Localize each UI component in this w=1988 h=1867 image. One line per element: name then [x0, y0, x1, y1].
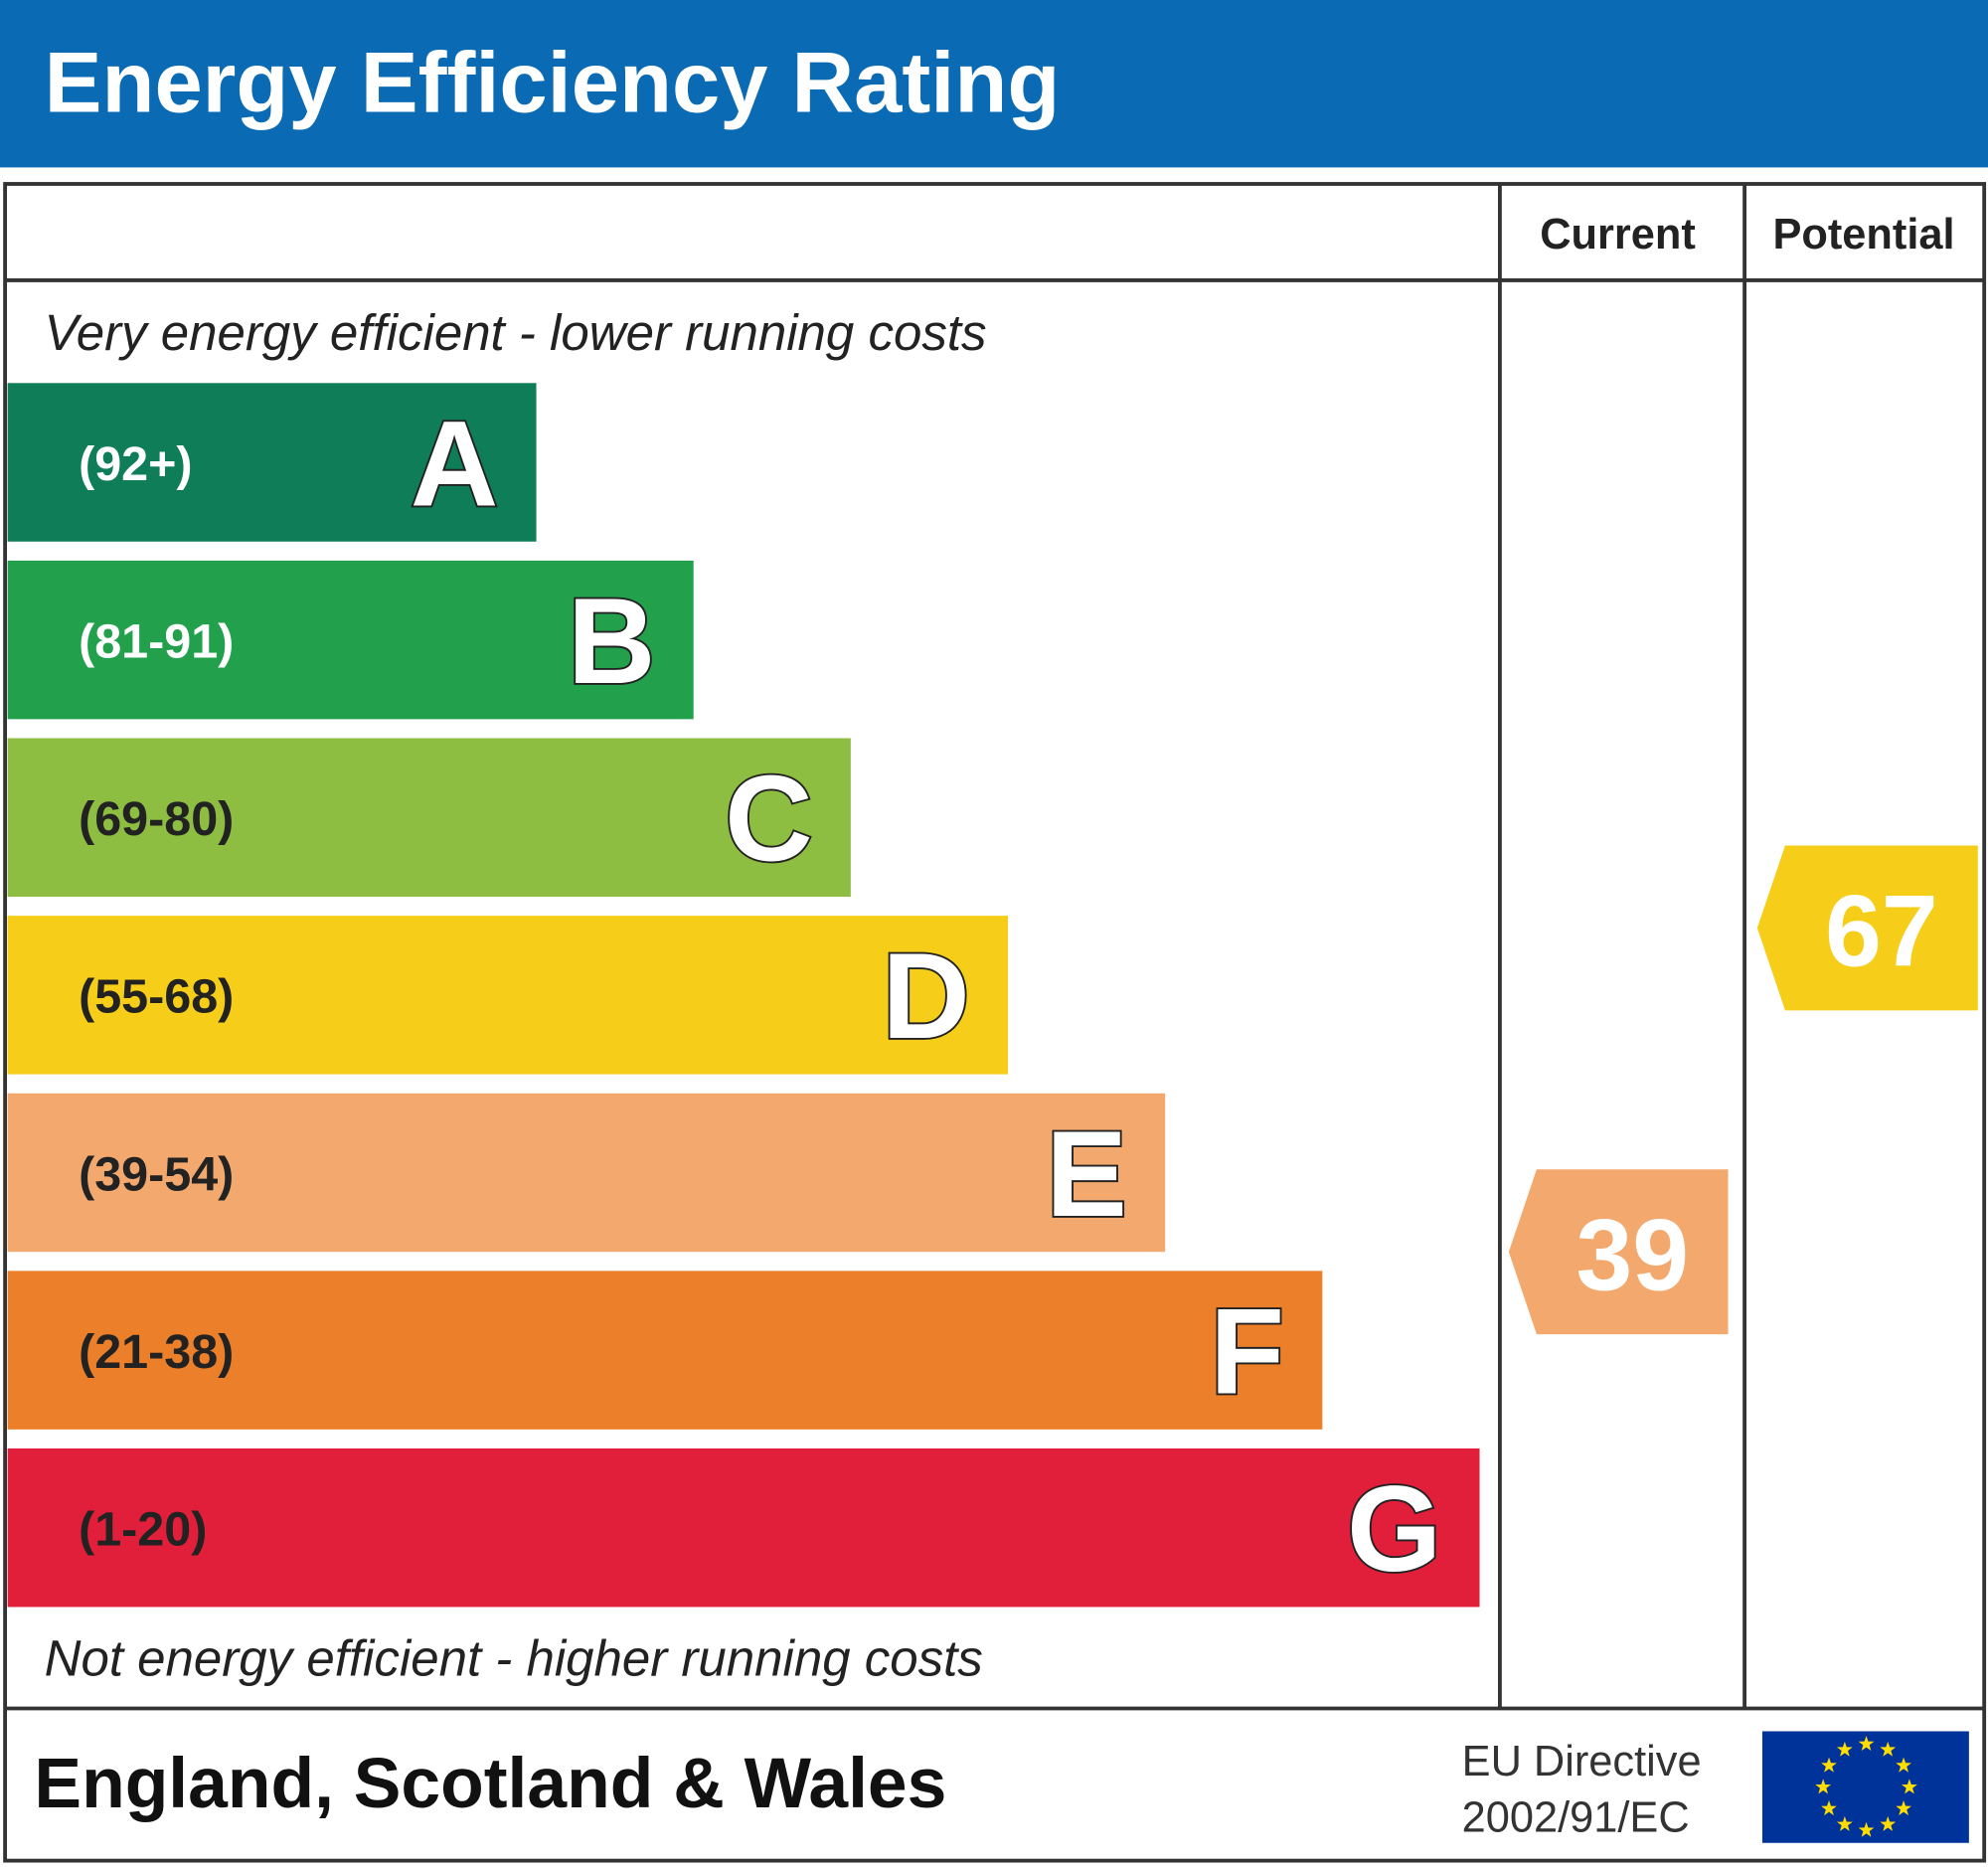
rating-value: 39: [1575, 1198, 1689, 1311]
rating-value: 67: [1825, 875, 1938, 988]
header-bar: [0, 0, 1988, 168]
directive: EU Directive: [1462, 1738, 1702, 1785]
eu-star: [1815, 1779, 1832, 1794]
eu-star: [1858, 1735, 1875, 1752]
band: [7, 1271, 1323, 1430]
band: [7, 916, 1009, 1075]
band-letter: E: [1046, 1105, 1127, 1242]
rating-arrow: [1756, 845, 1978, 1011]
title: Energy Efficiency Rating: [45, 34, 1061, 130]
eu-star: [1902, 1779, 1917, 1794]
band-letter: C: [725, 751, 812, 887]
band-letter: A: [411, 395, 498, 531]
band-letter: F: [1210, 1282, 1284, 1419]
band-range: (69-80): [79, 792, 234, 846]
eu-star: [1880, 1741, 1897, 1757]
region: England, Scotland & Wales: [34, 1744, 946, 1823]
eu-star: [1896, 1757, 1911, 1773]
column-header: Current: [1540, 211, 1696, 258]
bottom-note: Not energy efficient - higher running co…: [45, 1629, 983, 1686]
band: [7, 1447, 1480, 1608]
band-range: (92+): [79, 437, 192, 491]
eu-star: [1821, 1757, 1837, 1773]
eu-star: [1821, 1800, 1837, 1816]
band: [7, 383, 537, 542]
band-range: (21-38): [79, 1325, 234, 1379]
band: [7, 560, 694, 720]
band-range: (55-68): [79, 970, 234, 1024]
band-letter: D: [882, 928, 969, 1064]
eu-star: [1836, 1815, 1853, 1831]
band: [7, 1093, 1166, 1253]
rating-arrow: [1508, 1169, 1729, 1335]
eu-star: [1836, 1741, 1853, 1757]
eu-star: [1896, 1800, 1911, 1816]
band: [7, 738, 851, 898]
eu-star: [1880, 1815, 1897, 1831]
band-range: (39-54): [79, 1147, 234, 1201]
frame: [3, 182, 1987, 1863]
band-letter: B: [568, 573, 655, 709]
band-range: (1-20): [79, 1503, 207, 1557]
column-header: Potential: [1772, 211, 1954, 258]
directive: 2002/91/EC: [1462, 1793, 1690, 1841]
band-letter: G: [1347, 1460, 1441, 1597]
eu-star: [1858, 1821, 1875, 1837]
band-range: (81-91): [79, 615, 234, 669]
top-note: Very energy efficient - lower running co…: [45, 304, 987, 361]
